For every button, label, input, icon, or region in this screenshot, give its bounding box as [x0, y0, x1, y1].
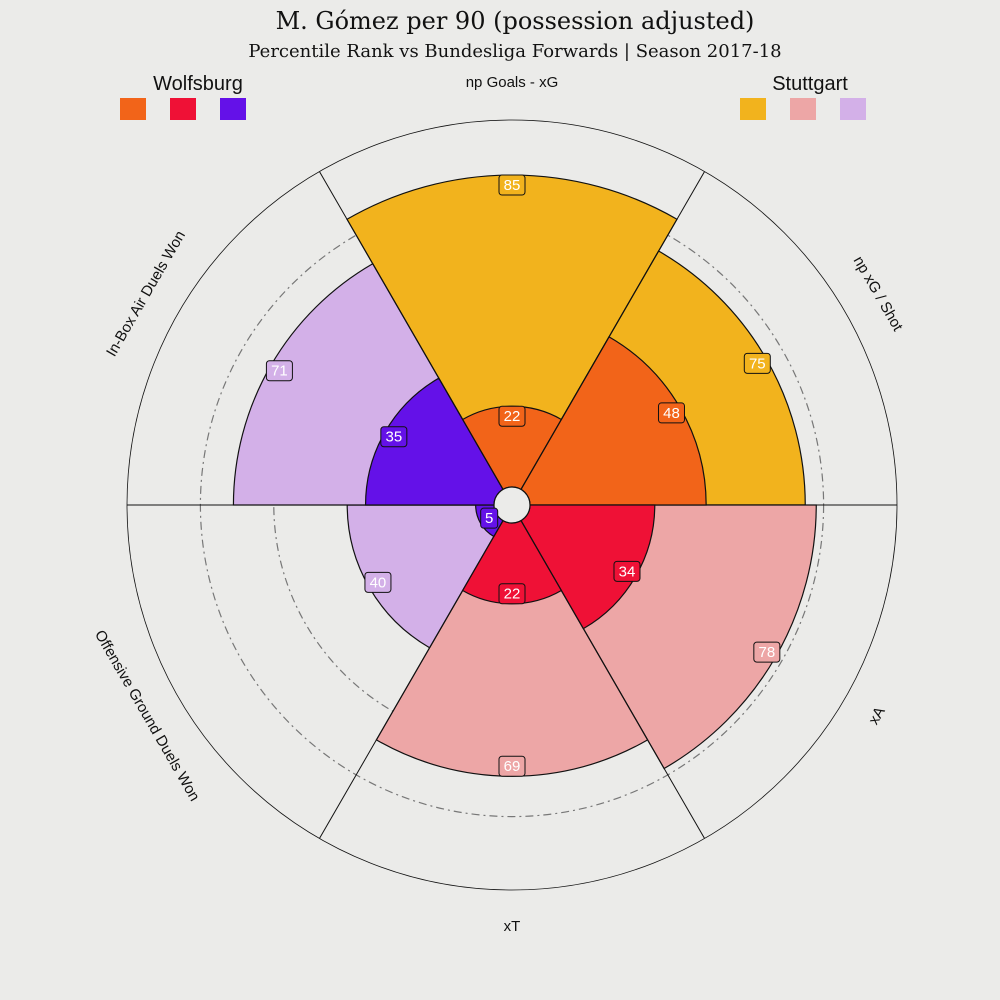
value-label-wolfsburg-5: 5: [480, 507, 499, 529]
value-label-wolfsburg-6: 35: [380, 426, 408, 448]
category-label: xT: [504, 918, 521, 935]
chart-title: M. Gómez per 90 (possession adjusted): [276, 7, 755, 35]
legend-wolfsburg-swatch: [220, 98, 246, 120]
value-label-text: 5: [485, 510, 493, 527]
category-label: np Goals - xG: [466, 74, 559, 91]
value-label-stuttgart-3: 78: [753, 641, 781, 663]
value-label-wolfsburg-4: 22: [498, 583, 526, 605]
category-label: Offensive Ground Duels Won: [91, 627, 203, 804]
legend-stuttgart: Stuttgart: [740, 73, 866, 120]
value-label-text: 78: [758, 644, 775, 661]
category-label: xA: [865, 704, 888, 728]
value-label-stuttgart-1: 85: [498, 174, 526, 196]
category-label: In-Box Air Duels Won: [103, 228, 189, 360]
value-label-box: [743, 352, 771, 374]
value-label-box: [498, 405, 526, 427]
value-label-stuttgart-5: 40: [364, 571, 392, 593]
sector-divider: [520, 520, 705, 839]
legend-wolfsburg-swatch: [170, 98, 196, 120]
legend-wolfsburg: Wolfsburg: [120, 73, 246, 120]
value-label-text: 35: [385, 429, 402, 446]
polar-bars: [232, 174, 817, 777]
legend-stuttgart-swatch: [840, 98, 866, 120]
legend-wolfsburg-swatch: [120, 98, 146, 120]
legend-stuttgart-swatch: [790, 98, 816, 120]
value-label-box: [613, 560, 641, 582]
value-label-text: 48: [663, 405, 680, 422]
legend-wolfsburg-title: Wolfsburg: [153, 73, 243, 95]
value-label-box: [657, 402, 685, 424]
value-label-text: 40: [370, 574, 387, 591]
value-label-wolfsburg-3: 34: [613, 560, 641, 582]
sector-divider: [520, 171, 705, 490]
value-label-box: [498, 174, 526, 196]
chart-subtitle: Percentile Rank vs Bundesliga Forwards |…: [248, 41, 781, 62]
legend-stuttgart-title: Stuttgart: [772, 73, 848, 95]
value-label-box: [265, 360, 293, 382]
value-label-stuttgart-2: 75: [743, 352, 771, 374]
value-label-wolfsburg-1: 22: [498, 405, 526, 427]
value-label-box: [380, 426, 408, 448]
value-label-text: 34: [619, 563, 636, 580]
category-label: np xG / Shot: [850, 253, 907, 334]
legend-stuttgart-swatch: [740, 98, 766, 120]
value-label-box: [498, 583, 526, 605]
value-label-stuttgart-4: 69: [498, 755, 526, 777]
value-label-wolfsburg-2: 48: [657, 402, 685, 424]
value-label-stuttgart-6: 71: [265, 360, 293, 382]
value-label-box: [498, 755, 526, 777]
value-labels: 22 48 34 22 5 35 85 75 78 69 40 71: [265, 174, 781, 777]
value-label-text: 71: [271, 363, 288, 380]
value-label-text: 69: [504, 758, 521, 775]
value-label-box: [480, 507, 499, 529]
sector-divider: [319, 520, 504, 839]
sector-divider: [319, 171, 504, 490]
value-label-text: 22: [504, 408, 521, 425]
value-label-box: [753, 641, 781, 663]
value-label-text: 85: [504, 177, 521, 194]
center-hole: [493, 486, 531, 524]
value-label-text: 22: [504, 586, 521, 603]
value-label-text: 75: [749, 355, 766, 372]
value-label-box: [364, 571, 392, 593]
sector-dividers: [127, 171, 897, 839]
